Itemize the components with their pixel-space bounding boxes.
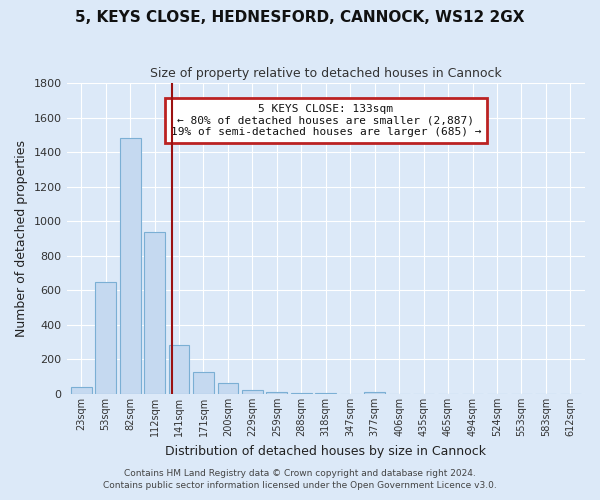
Bar	[364, 392, 385, 394]
Bar	[120, 138, 140, 394]
Bar	[193, 372, 214, 394]
Bar	[71, 388, 92, 394]
Text: Contains HM Land Registry data © Crown copyright and database right 2024.
Contai: Contains HM Land Registry data © Crown c…	[103, 468, 497, 490]
Bar	[169, 345, 190, 394]
Bar	[95, 282, 116, 394]
Bar	[291, 393, 312, 394]
X-axis label: Distribution of detached houses by size in Cannock: Distribution of detached houses by size …	[165, 444, 486, 458]
Bar	[218, 384, 238, 394]
Text: 5 KEYS CLOSE: 133sqm
← 80% of detached houses are smaller (2,887)
19% of semi-de: 5 KEYS CLOSE: 133sqm ← 80% of detached h…	[170, 104, 481, 137]
Bar	[242, 390, 263, 394]
Text: 5, KEYS CLOSE, HEDNESFORD, CANNOCK, WS12 2GX: 5, KEYS CLOSE, HEDNESFORD, CANNOCK, WS12…	[75, 10, 525, 25]
Bar	[144, 232, 165, 394]
Title: Size of property relative to detached houses in Cannock: Size of property relative to detached ho…	[150, 68, 502, 80]
Bar	[266, 392, 287, 394]
Y-axis label: Number of detached properties: Number of detached properties	[15, 140, 28, 337]
